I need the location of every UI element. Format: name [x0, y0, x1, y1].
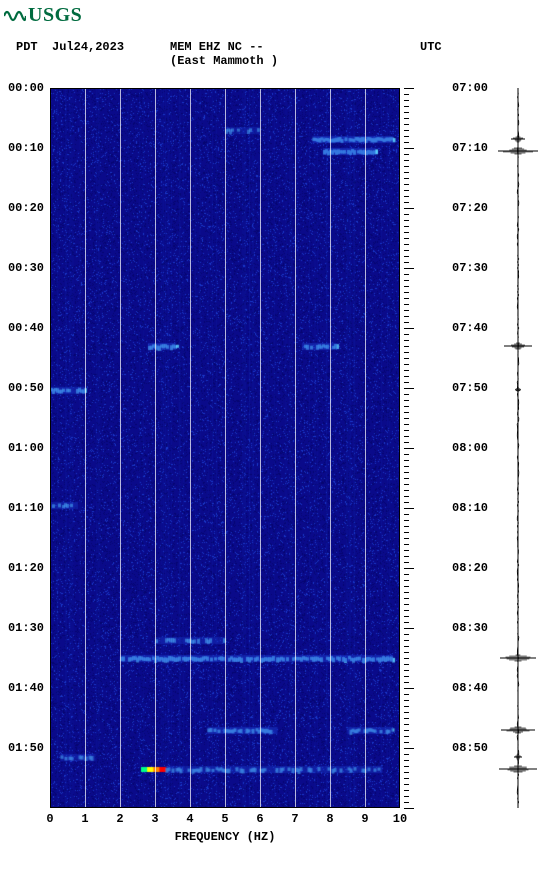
station-line1: MEM EHZ NC --	[170, 40, 278, 54]
tz-right-label: UTC	[420, 40, 442, 54]
spectrogram-area: 012345678910 FREQUENCY (HZ) 00:0000:1000…	[50, 88, 400, 808]
usgs-logo: USGS	[4, 4, 82, 28]
y-tick-left: 01:50	[8, 741, 44, 755]
spectrogram-plot: 012345678910 FREQUENCY (HZ) 00:0000:1000…	[50, 88, 400, 808]
header-center: MEM EHZ NC -- (East Mammoth )	[170, 40, 278, 69]
y-tick-left: 00:50	[8, 381, 44, 395]
x-tick: 1	[81, 812, 88, 826]
header-left: PDT Jul24,2023	[16, 40, 124, 54]
y-tick-left: 00:00	[8, 81, 44, 95]
x-tick: 4	[186, 812, 193, 826]
x-tick: 2	[116, 812, 123, 826]
y-tick-left: 01:10	[8, 501, 44, 515]
x-tick: 6	[256, 812, 263, 826]
y-tick-right: 08:40	[452, 681, 488, 695]
y-tick-right: 07:00	[452, 81, 488, 95]
x-tick: 8	[326, 812, 333, 826]
y-tick-right: 07:20	[452, 201, 488, 215]
y-tick-right: 08:20	[452, 561, 488, 575]
y-tick-left: 00:10	[8, 141, 44, 155]
y-tick-left: 01:20	[8, 561, 44, 575]
y-tick-left: 00:40	[8, 321, 44, 335]
y-tick-left: 01:00	[8, 441, 44, 455]
right-minor-ticks	[404, 88, 414, 808]
station-line2: (East Mammoth )	[170, 54, 278, 68]
waveform-trace	[496, 88, 540, 808]
y-tick-left: 01:40	[8, 681, 44, 695]
x-tick: 0	[46, 812, 53, 826]
y-tick-left: 01:30	[8, 621, 44, 635]
y-tick-right: 08:30	[452, 621, 488, 635]
y-tick-right: 07:40	[452, 321, 488, 335]
y-tick-right: 07:50	[452, 381, 488, 395]
x-tick: 7	[291, 812, 298, 826]
y-tick-right: 07:10	[452, 141, 488, 155]
x-tick: 9	[361, 812, 368, 826]
x-tick: 5	[221, 812, 228, 826]
y-tick-left: 00:20	[8, 201, 44, 215]
x-tick: 10	[393, 812, 407, 826]
y-tick-right: 07:30	[452, 261, 488, 275]
x-axis-label: FREQUENCY (HZ)	[175, 830, 276, 844]
usgs-logo-text: USGS	[28, 4, 82, 26]
waveform-svg	[496, 88, 540, 808]
y-tick-right: 08:50	[452, 741, 488, 755]
x-tick: 3	[151, 812, 158, 826]
date-label: Jul24,2023	[52, 40, 124, 54]
y-tick-right: 08:00	[452, 441, 488, 455]
page-root: USGS PDT Jul24,2023 MEM EHZ NC -- (East …	[0, 0, 552, 892]
tz-left-label: PDT	[16, 40, 38, 54]
y-tick-left: 00:30	[8, 261, 44, 275]
y-tick-right: 08:10	[452, 501, 488, 515]
usgs-wave-icon	[4, 5, 26, 28]
